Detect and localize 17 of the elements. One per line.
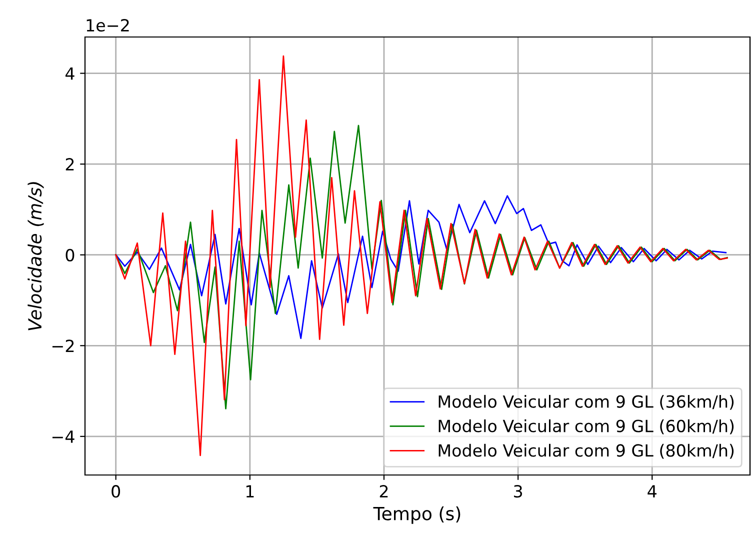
y-tick-label: −2 xyxy=(52,340,74,352)
y-tick-label: 0 xyxy=(66,248,74,262)
legend-label: Modelo Veicular com 9 GL (60km/h) xyxy=(438,419,734,434)
y-axis-title: Velocidade (m/s) xyxy=(28,182,44,330)
x-tick-label: 3 xyxy=(514,485,522,498)
x-tick-label: 2 xyxy=(380,485,388,498)
x-tick-label: 1 xyxy=(246,485,254,498)
y-tick-label: 4 xyxy=(65,67,74,80)
y-tick-label: 2 xyxy=(66,158,74,170)
legend-label: Modelo Veicular com 9 GL (80km/h) xyxy=(438,444,734,459)
legend-label: Modelo Veicular com 9 GL (36km/h) xyxy=(438,394,734,410)
text: 1e−2 xyxy=(86,18,129,32)
x-axis-title: Tempo (s) xyxy=(373,506,460,524)
x-tick-label: 0 xyxy=(112,485,120,498)
line-series xyxy=(115,195,727,340)
y-tick-label: −4 xyxy=(52,430,74,443)
x-tick-label: 4 xyxy=(648,485,656,498)
